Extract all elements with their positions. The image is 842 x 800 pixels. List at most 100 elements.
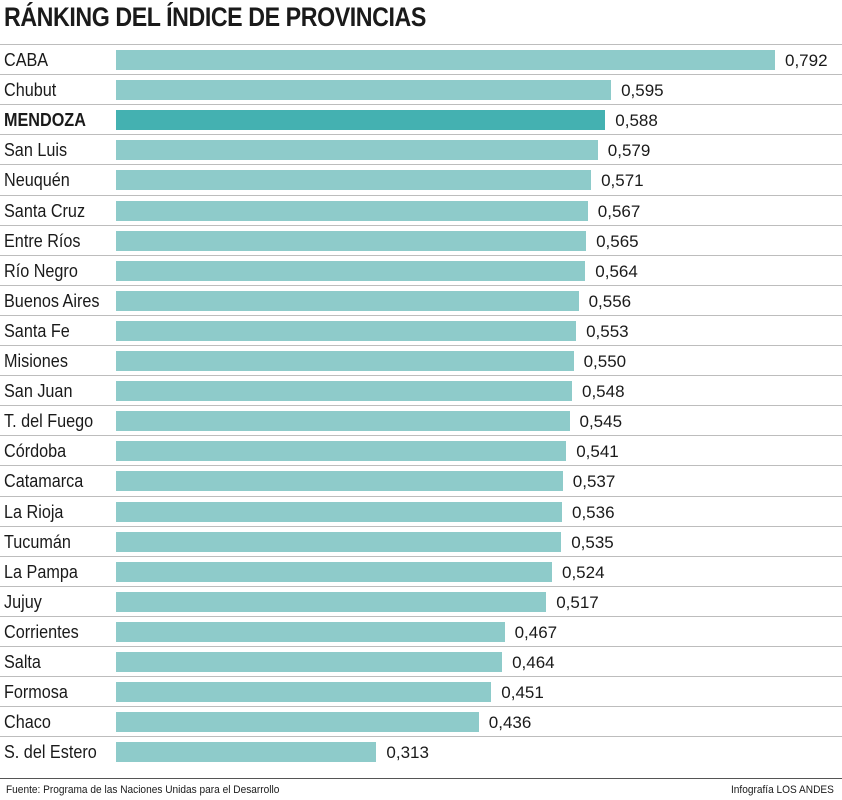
- category-label: Córdoba: [4, 441, 67, 461]
- value-label: 0,313: [386, 743, 429, 762]
- row-divider: [0, 315, 842, 316]
- bar: [116, 201, 588, 221]
- row-divider: [0, 345, 842, 346]
- value-label: 0,571: [601, 171, 644, 190]
- value-label: 0,567: [597, 202, 641, 221]
- value-label: 0,541: [576, 442, 619, 461]
- category-label: San Juan: [4, 381, 73, 401]
- bar: [116, 592, 547, 612]
- bar: [116, 381, 572, 401]
- chart-title: RÁNKING DEL ÍNDICE DE PROVINCIAS: [4, 2, 426, 32]
- category-label: CABA: [4, 50, 49, 70]
- footer-divider: [0, 778, 842, 779]
- category-label: Salta: [4, 652, 41, 672]
- category-label: Neuquén: [4, 170, 70, 190]
- category-label: La Pampa: [4, 562, 78, 582]
- category-label: Chubut: [4, 80, 57, 100]
- row-divider: [0, 104, 842, 105]
- bar: [116, 712, 479, 732]
- row-divider: [0, 134, 842, 135]
- row-divider: [0, 465, 842, 466]
- row-divider: [0, 164, 842, 165]
- row-divider: [0, 375, 842, 376]
- bar: [116, 321, 577, 341]
- category-label: Río Negro: [4, 261, 78, 281]
- bar: [116, 291, 579, 311]
- value-label: 0,588: [615, 111, 658, 130]
- category-label: Buenos Aires: [4, 291, 100, 311]
- row-divider: [0, 74, 842, 75]
- row-divider: [0, 616, 842, 617]
- value-label: 0,556: [588, 292, 632, 311]
- row-divider: [0, 496, 842, 497]
- category-label: Chaco: [4, 712, 51, 732]
- category-label: Tucumán: [4, 532, 71, 552]
- value-label: 0,536: [572, 503, 615, 522]
- bar: [116, 562, 552, 582]
- value-label: 0,565: [596, 232, 639, 251]
- value-label: 0,564: [595, 262, 638, 281]
- row-divider: [0, 526, 842, 527]
- bar: [116, 622, 505, 642]
- value-label: 0,553: [586, 322, 629, 341]
- value-label: 0,464: [512, 653, 555, 672]
- bar: [116, 652, 503, 672]
- value-label: 0,792: [785, 51, 828, 70]
- row-divider: [0, 676, 842, 677]
- value-label: 0,545: [579, 412, 623, 431]
- row-divider: [0, 435, 842, 436]
- row-divider: [0, 44, 842, 45]
- value-label: 0,535: [571, 533, 614, 552]
- row-divider: [0, 225, 842, 226]
- bar: [116, 532, 562, 552]
- category-label: MENDOZA: [4, 110, 86, 130]
- row-divider: [0, 736, 842, 737]
- bar: [116, 682, 492, 702]
- category-label: Formosa: [4, 682, 68, 702]
- bar: [116, 411, 570, 431]
- bar: [116, 50, 775, 70]
- category-label: Misiones: [4, 351, 68, 371]
- bar: [116, 441, 567, 461]
- bar: [116, 261, 586, 281]
- category-label: San Luis: [4, 140, 68, 160]
- bar: [116, 170, 592, 190]
- value-label: 0,451: [501, 683, 544, 702]
- category-label: Catamarca: [4, 471, 84, 491]
- row-divider: [0, 706, 842, 707]
- bar: [116, 351, 574, 371]
- category-label: La Rioja: [4, 502, 64, 522]
- category-label: Corrientes: [4, 622, 79, 642]
- row-divider: [0, 646, 842, 647]
- value-label: 0,550: [583, 352, 627, 371]
- value-label: 0,467: [514, 623, 558, 642]
- source-note: Fuente: Programa de las Naciones Unidas …: [6, 784, 280, 796]
- row-divider: [0, 195, 842, 196]
- row-divider: [0, 586, 842, 587]
- row-divider: [0, 556, 842, 557]
- bar: [116, 742, 377, 762]
- category-label: S. del Estero: [4, 742, 97, 762]
- value-label: 0,537: [572, 472, 616, 491]
- value-label: 0,548: [582, 382, 625, 401]
- row-divider: [0, 285, 842, 286]
- row-divider: [0, 405, 842, 406]
- category-label: Santa Cruz: [4, 201, 86, 221]
- bar: [116, 231, 587, 251]
- value-label: 0,517: [556, 593, 599, 612]
- bar: [116, 110, 606, 130]
- bar: [116, 80, 612, 100]
- value-label: 0,579: [607, 141, 651, 160]
- category-label: T. del Fuego: [4, 411, 94, 431]
- row-divider: [0, 255, 842, 256]
- bar: [116, 502, 562, 522]
- value-label: 0,436: [488, 713, 532, 732]
- value-label: 0,595: [621, 81, 664, 100]
- category-label: Jujuy: [4, 592, 42, 612]
- credit-note: Infografía LOS ANDES: [731, 784, 834, 796]
- category-label: Entre Ríos: [4, 231, 81, 251]
- value-label: 0,524: [562, 563, 605, 582]
- category-label: Santa Fe: [4, 321, 70, 341]
- bar: [116, 140, 598, 160]
- bar: [116, 471, 563, 491]
